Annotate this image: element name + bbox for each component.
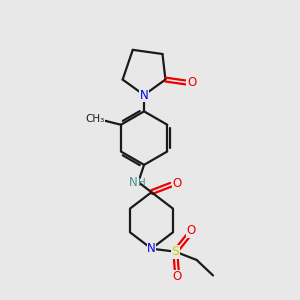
Text: O: O xyxy=(187,76,196,89)
Text: N: N xyxy=(129,176,138,189)
Text: O: O xyxy=(172,270,182,283)
Text: O: O xyxy=(187,224,196,237)
Text: O: O xyxy=(172,177,182,190)
Text: N: N xyxy=(147,242,156,255)
Text: H: H xyxy=(138,178,146,188)
Text: CH₃: CH₃ xyxy=(85,114,104,124)
Text: N: N xyxy=(140,88,148,101)
Text: S: S xyxy=(171,245,179,258)
